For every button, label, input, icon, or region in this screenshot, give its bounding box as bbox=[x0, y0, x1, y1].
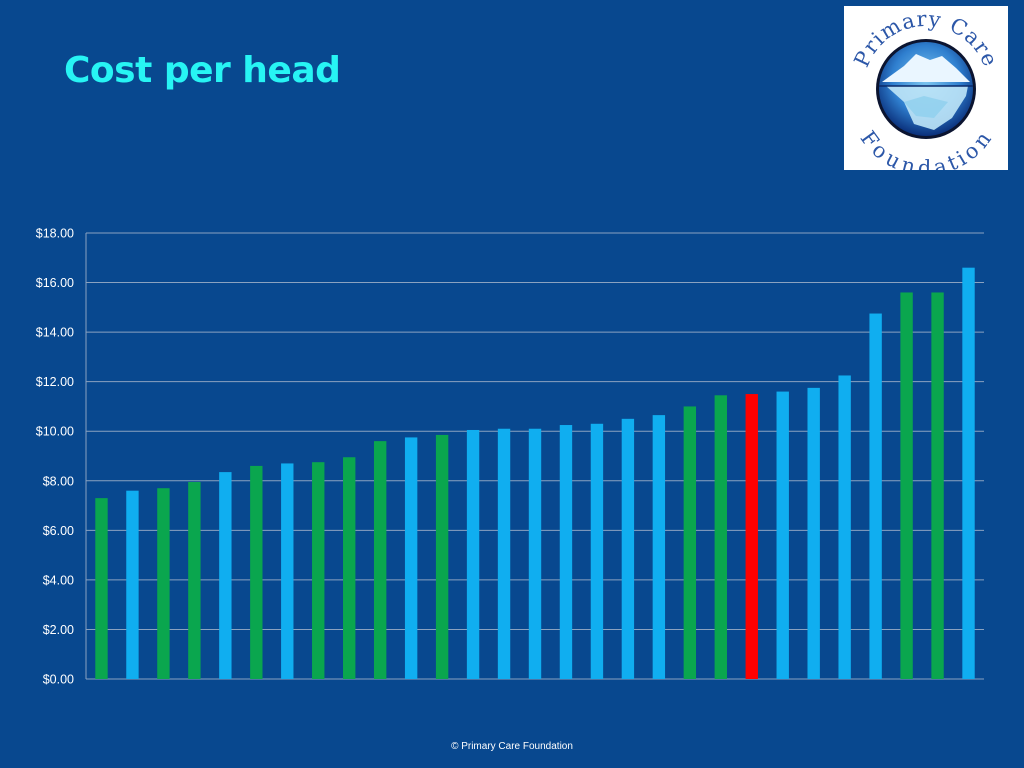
bar-2 bbox=[126, 490, 139, 679]
y-tick-label: $8.00 bbox=[43, 474, 74, 488]
y-tick-label: $6.00 bbox=[43, 524, 74, 538]
bar-16 bbox=[559, 425, 573, 679]
bar-22 bbox=[745, 394, 758, 679]
bar-5 bbox=[219, 472, 232, 679]
y-tick-label: $0.00 bbox=[43, 673, 74, 687]
bar-24 bbox=[807, 387, 820, 679]
bar-14 bbox=[497, 428, 511, 679]
bar-10 bbox=[373, 441, 387, 679]
slide-title: Cost per head bbox=[64, 50, 341, 91]
y-tick-label: $2.00 bbox=[43, 623, 74, 637]
bar-15 bbox=[528, 428, 542, 679]
y-tick-label: $14.00 bbox=[36, 326, 74, 340]
y-tick-label: $4.00 bbox=[43, 573, 74, 587]
bar-7 bbox=[281, 463, 294, 679]
bar-9 bbox=[343, 457, 356, 679]
footer-copyright: © Primary Care Foundation bbox=[451, 741, 573, 752]
y-tick-label: $12.00 bbox=[36, 375, 74, 389]
bar-25 bbox=[838, 375, 851, 679]
bar-13 bbox=[466, 429, 480, 679]
y-tick-label: $18.00 bbox=[36, 227, 74, 241]
bar-19 bbox=[652, 415, 666, 679]
iceberg-globe-icon: Primary Care Foundation bbox=[849, 7, 1001, 170]
bar-29 bbox=[962, 267, 975, 679]
bar-28 bbox=[931, 292, 944, 679]
bar-23 bbox=[776, 391, 789, 679]
bar-27 bbox=[900, 292, 913, 679]
bar-11 bbox=[404, 437, 418, 679]
y-tick-label: $10.00 bbox=[36, 425, 74, 439]
bar-17 bbox=[590, 423, 604, 679]
bar-8 bbox=[312, 462, 325, 679]
primary-care-foundation-logo: Primary Care Foundation bbox=[844, 6, 1008, 170]
bar-6 bbox=[250, 465, 263, 679]
y-tick-label: $16.00 bbox=[36, 276, 74, 290]
bar-21 bbox=[714, 395, 727, 679]
bar-4 bbox=[188, 482, 201, 679]
bar-18 bbox=[621, 418, 635, 679]
bar-3 bbox=[157, 488, 170, 679]
bar-12 bbox=[435, 434, 449, 679]
bar-20 bbox=[683, 406, 697, 679]
bar-1 bbox=[95, 498, 108, 679]
bar-26 bbox=[869, 313, 882, 679]
